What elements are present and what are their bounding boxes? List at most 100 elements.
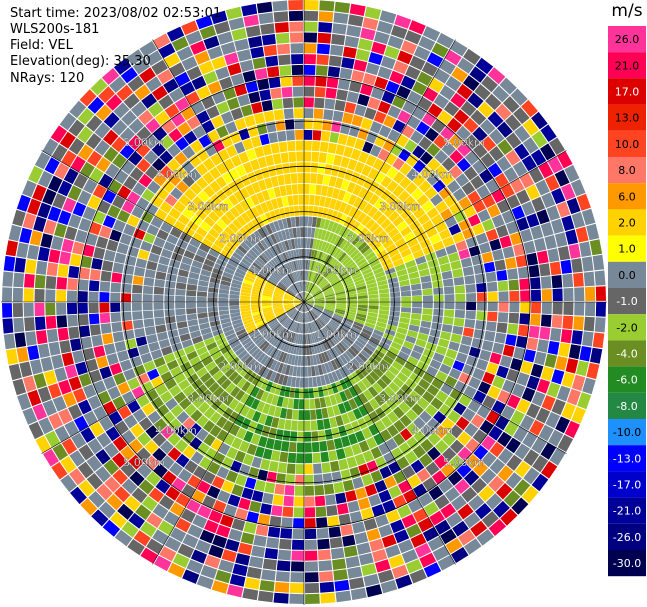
ppi-gate-cell	[107, 204, 121, 219]
ppi-gate-cell	[288, 0, 303, 11]
ppi-gate-cell	[297, 260, 301, 270]
ppi-gate-cell	[561, 372, 575, 388]
ppi-gate-cell	[222, 407, 234, 420]
ppi-gate-cell	[257, 241, 266, 252]
ppi-gate-cell	[292, 529, 304, 540]
ppi-gate-cell	[253, 535, 267, 547]
ppi-gate-cell	[132, 58, 150, 75]
ppi-gate-cell	[43, 370, 57, 386]
ppi-gate-cell	[388, 282, 400, 289]
ppi-gate-cell	[261, 367, 270, 379]
ppi-gate-cell	[485, 93, 502, 110]
ppi-gate-cell	[318, 152, 327, 163]
ppi-gate-cell	[272, 300, 283, 302]
ppi-gate-cell	[174, 439, 189, 453]
ppi-gate-cell	[56, 315, 68, 328]
ppi-gate-cell	[284, 295, 294, 300]
ppi-gate-cell	[304, 377, 309, 388]
ppi-gate-cell	[378, 442, 391, 456]
ppi-gate-cell	[239, 187, 250, 199]
ppi-gate-cell	[447, 410, 461, 424]
ppi-gate-cell	[95, 466, 111, 483]
ppi-gate-cell	[304, 356, 308, 366]
ppi-gate-cell	[68, 404, 83, 420]
ppi-gate-cell	[104, 442, 119, 458]
ppi-gate-cell	[590, 347, 603, 364]
ppi-gate-cell	[52, 193, 67, 209]
ppi-gate-cell	[452, 325, 464, 335]
ppi-gate-cell	[67, 278, 78, 291]
ppi-gate-cell	[72, 241, 85, 255]
ppi-gate-cell	[304, 140, 312, 151]
ppi-gate-cell	[268, 319, 278, 327]
ppi-gate-cell	[70, 156, 86, 173]
ppi-gate-cell	[165, 397, 178, 411]
ppi-gate-cell	[13, 317, 25, 333]
ppi-gate-cell	[379, 341, 390, 350]
ppi-gate-cell	[93, 345, 106, 358]
ppi-gate-cell	[489, 352, 502, 365]
ppi-gate-cell	[534, 351, 547, 366]
ppi-gate-cell	[284, 353, 290, 364]
ppi-gate-cell	[301, 292, 304, 302]
ppi-gate-cell	[110, 302, 121, 313]
ppi-gate-cell	[316, 173, 324, 185]
ppi-gate-cell	[304, 270, 306, 281]
ppi-gate-cell	[308, 216, 313, 227]
ppi-gate-cell	[221, 321, 232, 329]
ppi-gate-cell	[205, 361, 217, 372]
ppi-gate-cell	[355, 487, 368, 500]
ppi-gate-cell	[394, 237, 406, 248]
ppi-gate-cell	[404, 214, 417, 226]
ppi-gate-cell	[283, 299, 294, 302]
ppi-gate-cell	[234, 38, 250, 52]
ppi-gate-cell	[276, 285, 286, 292]
ppi-gate-cell	[347, 302, 358, 305]
ppi-gate-cell	[453, 276, 465, 286]
ppi-gate-cell	[308, 311, 315, 321]
ppi-gate-cell	[367, 339, 379, 349]
ppi-gate-cell	[283, 297, 294, 301]
ppi-gate-cell	[297, 294, 304, 302]
ppi-gate-cell	[175, 289, 186, 296]
ppi-gate-cell	[481, 451, 497, 468]
ppi-gate-cell	[176, 321, 188, 329]
ppi-gate-cell	[230, 286, 241, 292]
ppi-gate-cell	[350, 270, 361, 278]
ppi-gate-cell	[196, 302, 207, 308]
ppi-gate-cell	[296, 302, 304, 309]
ppi-gate-cell	[412, 295, 422, 302]
ppi-gate-cell	[270, 176, 279, 187]
ppi-gate-cell	[304, 259, 307, 270]
ppi-gate-cell	[333, 12, 349, 24]
ppi-gate-cell	[473, 390, 487, 404]
ppi-gate-cell	[406, 422, 420, 436]
ppi-gate-cell	[231, 279, 243, 286]
ppi-gate-cell	[317, 330, 324, 341]
ppi-gate-cell	[324, 362, 331, 373]
ppi-gate-cell	[178, 269, 189, 278]
ppi-gate-cell	[522, 431, 538, 448]
ppi-gate-cell	[370, 86, 385, 100]
ppi-gate-cell	[315, 275, 323, 285]
ppi-gate-cell	[130, 101, 147, 117]
ppi-gate-cell	[227, 181, 239, 194]
ppi-gate-cell	[368, 52, 383, 65]
ppi-gate-cell	[331, 165, 340, 177]
ppi-gate-cell	[358, 227, 369, 238]
ppi-gate-cell	[449, 149, 464, 164]
ppi-gate-cell	[494, 172, 509, 188]
ppi-gate-cell	[376, 20, 393, 35]
ppi-gate-cell	[296, 282, 301, 292]
ppi-gate-cell	[385, 438, 398, 451]
ppi-gate-cell	[348, 14, 364, 27]
ppi-gate-cell	[27, 198, 41, 216]
ppi-gate-cell	[458, 344, 471, 355]
ppi-gate-cell	[313, 306, 323, 313]
ppi-gate-cell	[433, 134, 448, 149]
ppi-gate-cell	[232, 234, 243, 245]
ppi-gate-cell	[374, 171, 386, 184]
ppi-gate-cell	[310, 260, 315, 271]
ppi-gate-cell	[252, 410, 262, 423]
ppi-gate-cell	[326, 186, 335, 198]
